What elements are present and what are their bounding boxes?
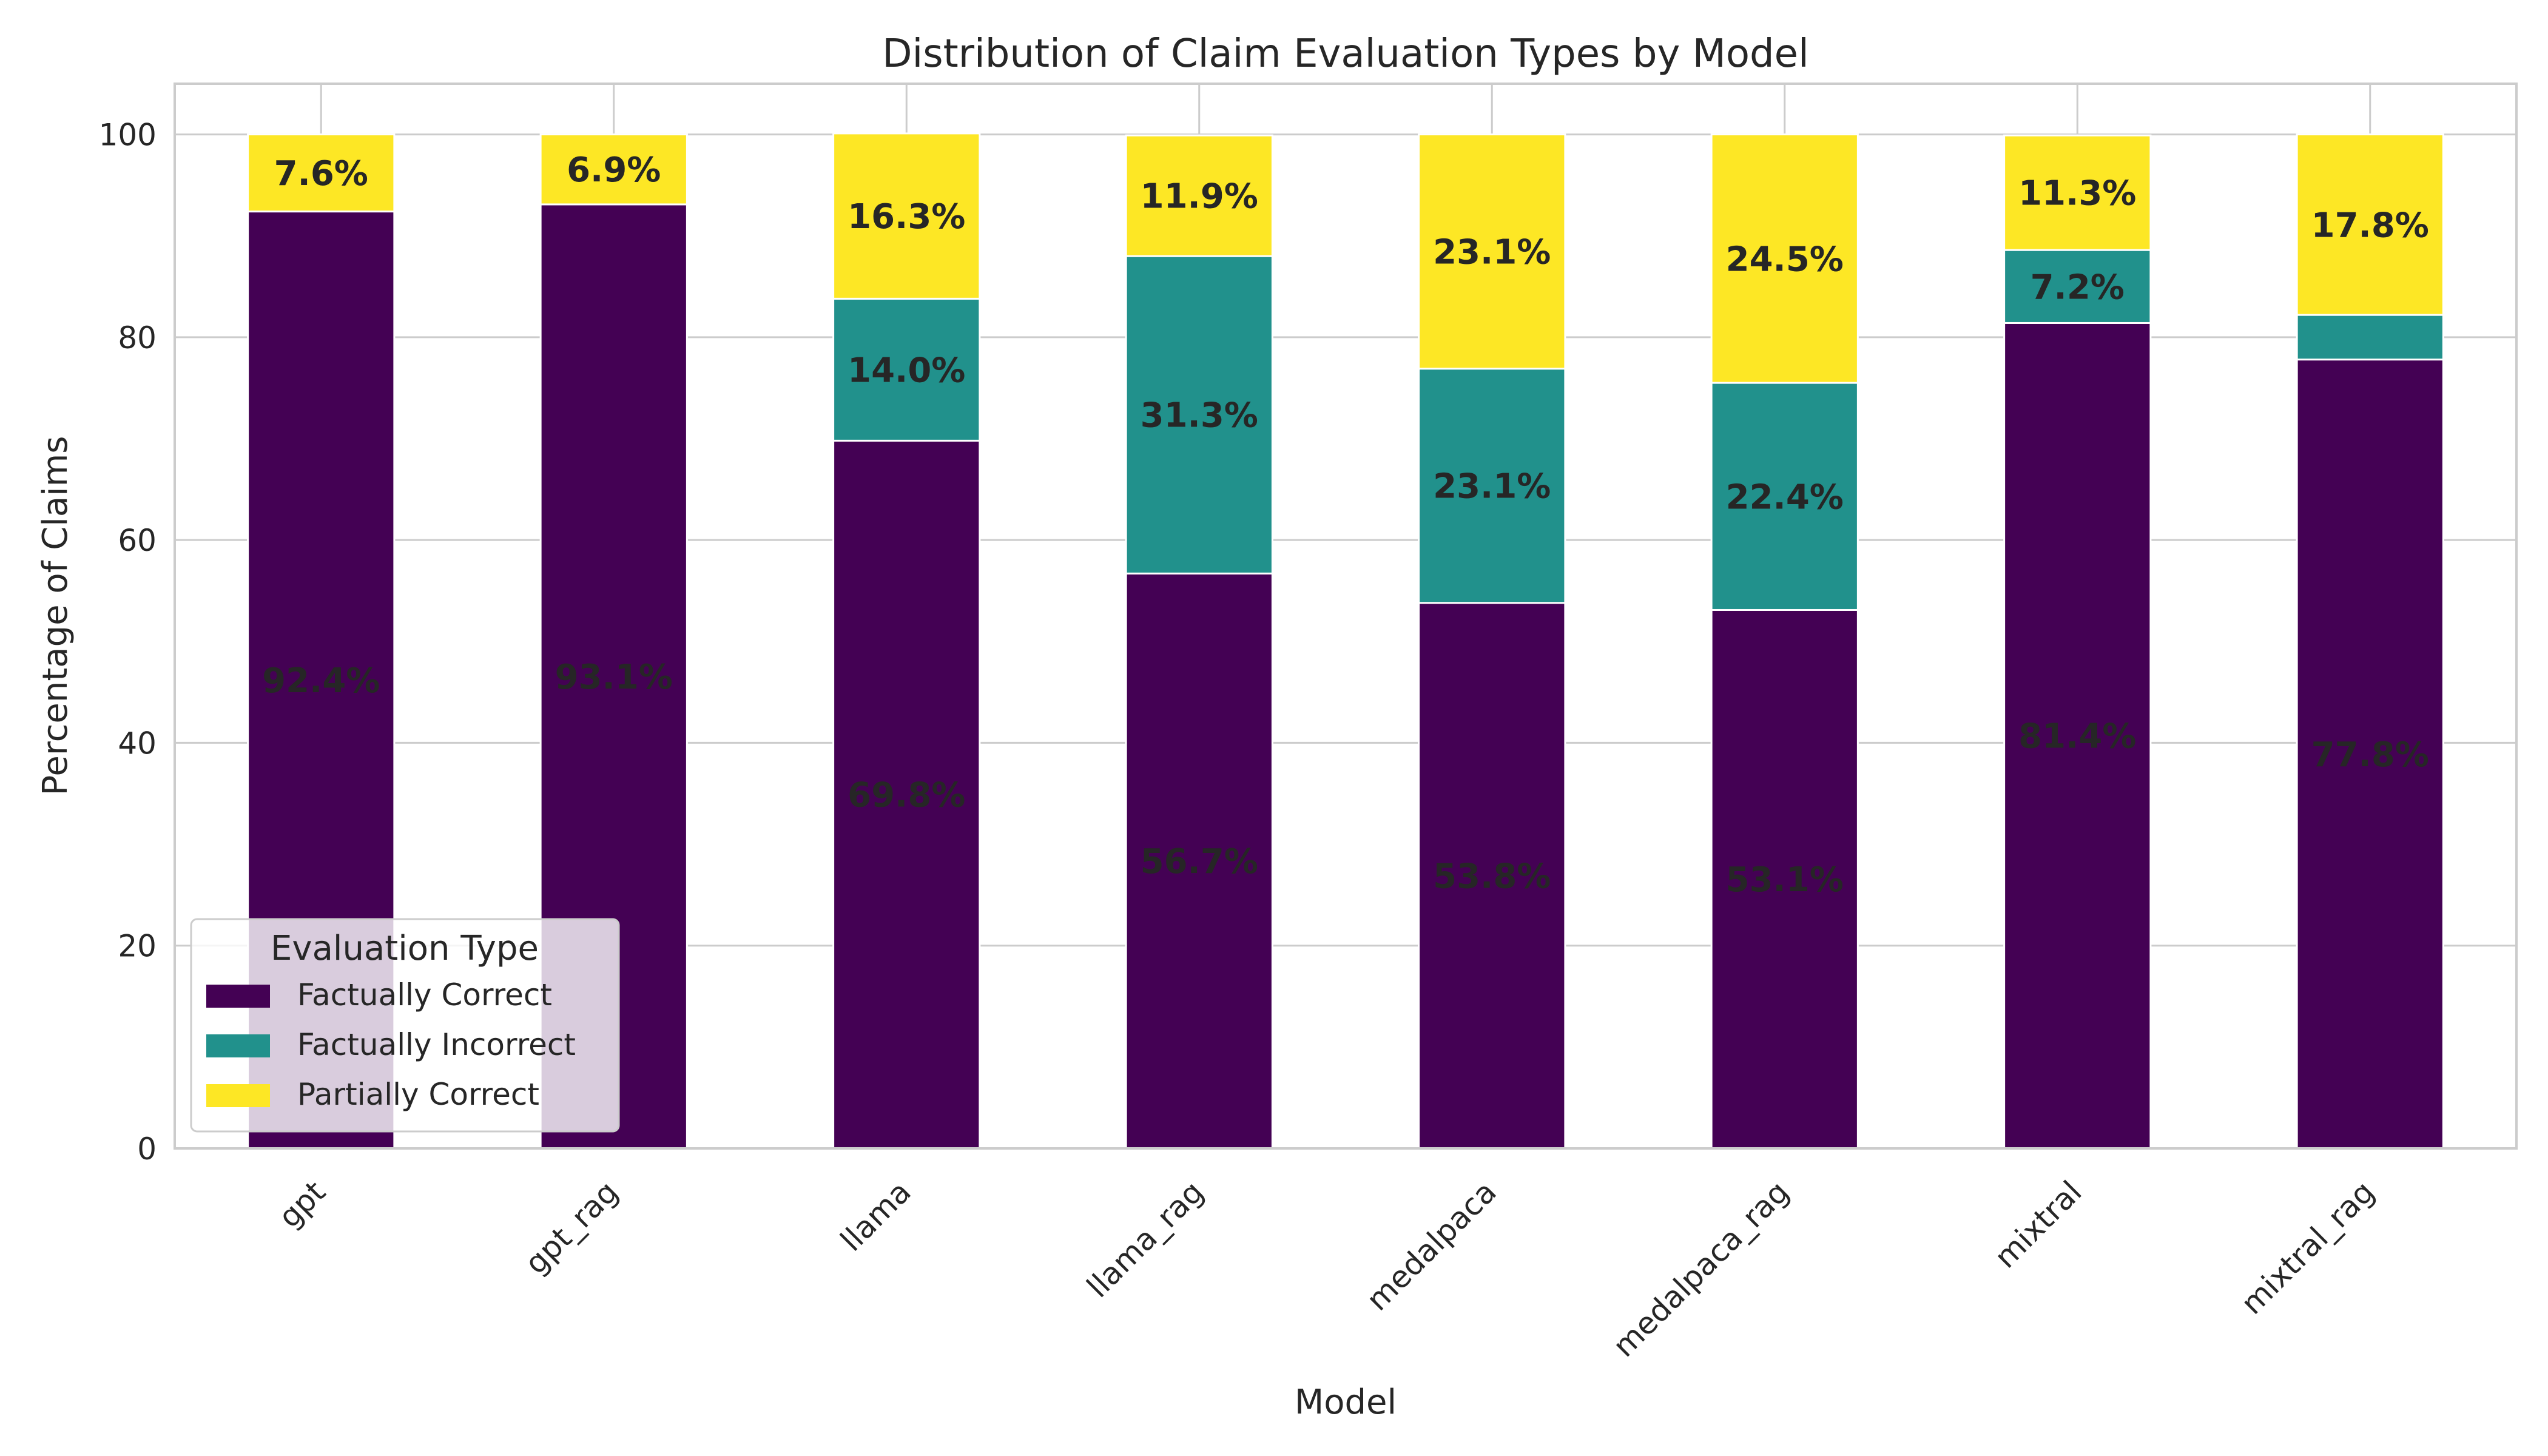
bar-partially-correct-medalpaca — [1418, 133, 1566, 370]
bar-factually-incorrect-mixtral-rag — [2296, 314, 2444, 361]
x-tick-label: mixtral — [1988, 1174, 2089, 1275]
bar-partially-correct-gpt-rag — [539, 133, 688, 206]
data-label: 23.1% — [1433, 233, 1551, 272]
legend-label: Factually Correct — [297, 977, 552, 1013]
legend-swatch — [206, 1084, 270, 1107]
chart-title: Distribution of Claim Evaluation Types b… — [882, 32, 1809, 76]
data-label: 7.2% — [2031, 268, 2125, 307]
data-label: 77.8% — [2311, 735, 2429, 775]
y-axis-label: Percentage of Claims — [36, 436, 75, 796]
bar-factually-incorrect-llama-rag — [1125, 255, 1273, 575]
data-label: 6.9% — [567, 150, 661, 190]
data-label: 16.3% — [848, 197, 965, 237]
data-label: 92.4% — [262, 661, 380, 701]
bar-factually-correct-llama-rag — [1125, 572, 1273, 1150]
data-label: 69.8% — [848, 776, 965, 815]
bar-partially-correct-llama — [832, 132, 981, 300]
y-tick-label: 60 — [118, 523, 157, 558]
y-tick-label: 80 — [118, 320, 157, 356]
bar-factually-incorrect-medalpaca — [1418, 368, 1566, 604]
y-tick-label: 0 — [137, 1131, 157, 1167]
legend-title: Evaluation Type — [271, 929, 539, 968]
data-label: 56.7% — [1141, 842, 1258, 881]
data-label: 22.4% — [1726, 477, 1844, 517]
x-tick-labels: gpt gpt_rag llama llama_rag medalpaca medalpa… — [272, 1174, 2381, 1364]
x-axis-label: Model — [1295, 1383, 1397, 1422]
data-label: 14.0% — [848, 351, 965, 390]
data-label: 81.4% — [2018, 717, 2136, 757]
bar-factually-incorrect-mixtral — [2003, 249, 2152, 324]
data-label: 24.5% — [1726, 240, 1844, 279]
y-tick-label: 40 — [118, 726, 157, 761]
legend-swatch — [206, 985, 270, 1008]
legend-label: Partially Correct — [297, 1077, 539, 1112]
legend-box — [190, 918, 620, 1133]
bar-partially-correct-gpt — [247, 133, 396, 213]
bar-factually-correct-llama — [832, 439, 981, 1150]
bar-partially-correct-mixtral — [2003, 134, 2152, 251]
data-label: 93.1% — [555, 658, 673, 697]
x-tick-label: medalpaca — [1360, 1174, 1503, 1317]
bar-factually-incorrect-llama — [832, 297, 981, 442]
x-tick-label: gpt_rag — [518, 1174, 625, 1281]
data-label: 31.3% — [1141, 396, 1258, 436]
bar-factually-correct-medalpaca — [1418, 602, 1566, 1150]
x-tick-label: gpt — [272, 1174, 332, 1235]
labels-layer: 92.4% 7.6% 93.1% 6.9% 69.8% 14.0% 16.3% 56.7% 31… — [262, 150, 2429, 900]
x-tick-label: mixtral_rag — [2234, 1174, 2381, 1321]
legend-label: Factually Incorrect — [297, 1027, 576, 1062]
y-tick-labels: 0 20 40 60 80 100 — [99, 118, 157, 1167]
plot-frame — [174, 83, 2518, 1150]
bar-factually-incorrect-medalpaca-rag — [1710, 382, 1859, 611]
data-label: 53.1% — [1726, 860, 1844, 900]
data-label: 23.1% — [1433, 467, 1551, 507]
x-tick-label: medalpaca_rag — [1606, 1174, 1796, 1364]
bar-partially-correct-llama-rag — [1125, 134, 1273, 257]
data-label: 17.8% — [2311, 206, 2429, 245]
data-label: 7.6% — [274, 154, 368, 194]
x-tick-label: llama_rag — [1080, 1174, 1210, 1304]
bar-partially-correct-mixtral-rag — [2296, 133, 2444, 316]
bar-factually-correct-mixtral-rag — [2296, 359, 2444, 1150]
x-tick-label: llama — [834, 1174, 917, 1258]
legend-items: Factually Correct Factually Incorrect Part… — [206, 977, 576, 1112]
data-label: 11.3% — [2018, 174, 2136, 214]
y-tick-label: 100 — [99, 118, 157, 153]
data-label: 11.9% — [1141, 177, 1258, 217]
data-label: 53.8% — [1433, 857, 1551, 896]
y-tick-label: 20 — [118, 929, 157, 964]
legend-swatch — [206, 1034, 270, 1057]
legend: Evaluation Type Factually CorrectFactual… — [190, 918, 620, 1133]
bar-partially-correct-medalpaca-rag — [1710, 133, 1859, 384]
